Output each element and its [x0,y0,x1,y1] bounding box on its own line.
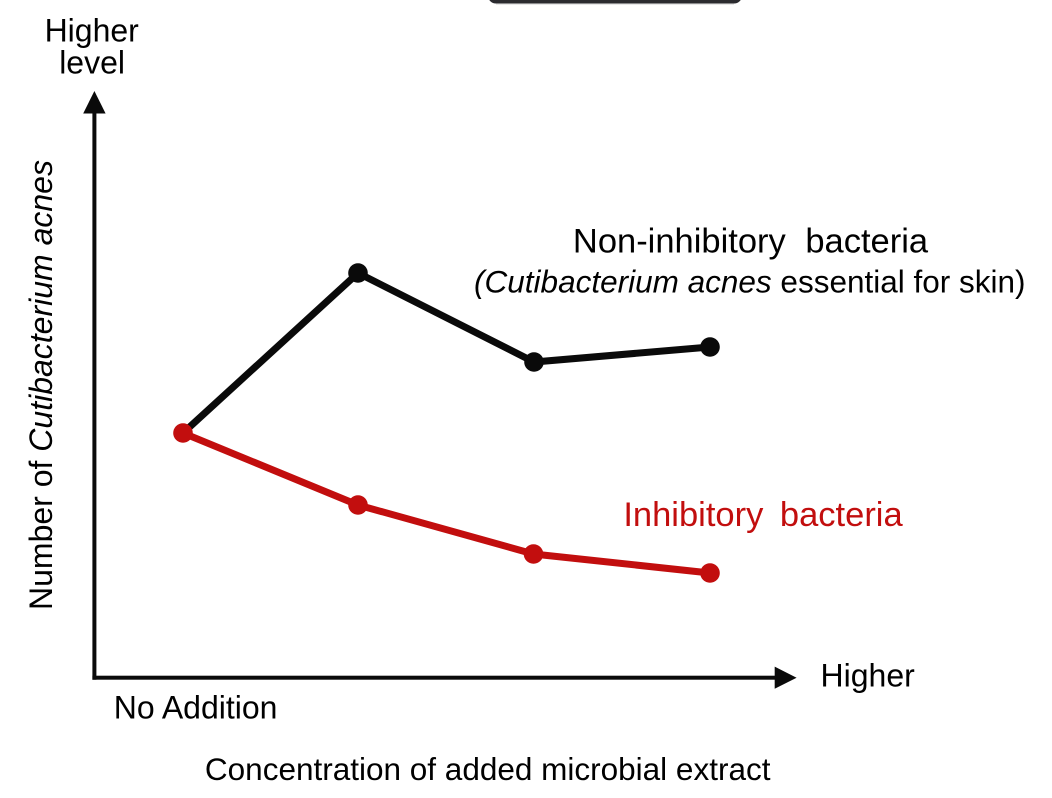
svg-text:(Cutibacterium acnes essential: (Cutibacterium acnes essential for skin) [474,263,1025,299]
svg-text:Number of Cutibacterium acnes: Number of Cutibacterium acnes [23,160,59,610]
svg-text:No Addition: No Addition [114,690,278,726]
svg-text:Higher: Higher [45,12,140,48]
svg-text:Higher: Higher [821,657,916,693]
svg-text:Non-inhibitory bacteria: Non-inhibitory bacteria [573,223,929,261]
svg-text:level: level [59,45,125,81]
svg-text:Concentration of added microbi: Concentration of added microbial extract [205,751,771,787]
svg-text:Inhibitory bacteria: Inhibitory bacteria [623,496,903,534]
